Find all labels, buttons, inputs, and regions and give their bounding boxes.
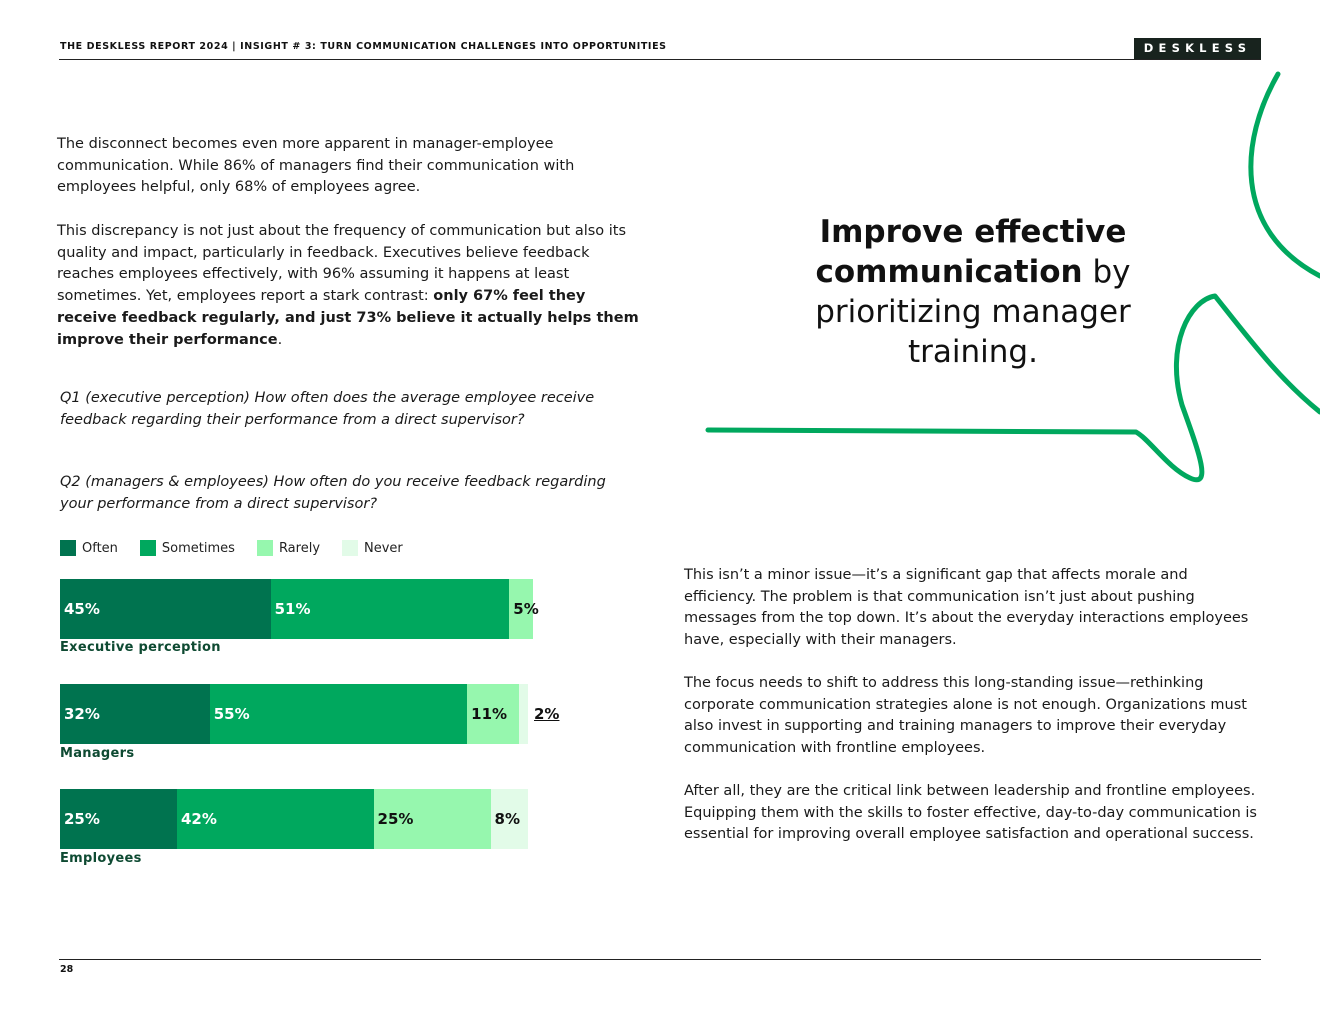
discrepancy-text: This discrepancy is not just about the f… — [57, 223, 627, 305]
bar-segment-never: 8% — [490, 789, 528, 849]
bar-value-label: 42% — [181, 810, 217, 828]
headline-bold-1: Improve effective — [819, 214, 1127, 250]
report-header-title: THE DESKLESS REPORT 2024 | INSIGHT # 3: … — [60, 41, 667, 52]
bar-value-label: 45% — [64, 600, 100, 618]
page-number: 28 — [60, 964, 74, 975]
legend-swatch — [342, 540, 359, 556]
bar-value-label: 32% — [64, 705, 100, 723]
bar-category-label: Managers — [60, 746, 135, 761]
bar-value-label: 55% — [213, 705, 250, 723]
legend-label: Never — [364, 540, 403, 556]
footer-divider — [59, 959, 1261, 960]
bar-segment-rarely: 5% — [509, 579, 539, 639]
bar-category-label: Executive perception — [60, 640, 221, 655]
bar-value-label: 5% — [513, 600, 539, 618]
deskless-logo: DESKLESS — [1134, 38, 1261, 59]
bar-value-label: 25% — [64, 810, 100, 828]
intro-paragraph: The disconnect becomes even more apparen… — [57, 136, 575, 196]
legend-swatch — [60, 540, 76, 556]
question-2: Q2 (managers & employees) How often do y… — [60, 474, 606, 512]
minor-issue-paragraph: This isn’t a minor issue—it’s a signific… — [684, 567, 1249, 649]
discrepancy-emphasis: only 67% feel they receive feedback regu… — [57, 288, 639, 348]
headline-text-3: training. — [908, 334, 1038, 370]
legend-label: Often — [82, 540, 118, 556]
bar-value-label: 25% — [377, 810, 414, 828]
bar-segment-rarely: 25% — [373, 789, 491, 849]
legend-item-rarely: Rarely — [256, 540, 321, 556]
bar-segment-often: 25% — [60, 789, 177, 849]
headline-bold-2: communication — [815, 254, 1083, 290]
discrepancy-paragraph: This discrepancy is not just about the f… — [57, 221, 647, 351]
critical-link-paragraph: After all, they are the critical link be… — [684, 783, 1257, 843]
legend-swatch — [256, 540, 273, 556]
bar-segment-never — [518, 684, 528, 744]
bar-segment-often: 32% — [60, 684, 210, 744]
bar-segment-sometimes: 51% — [270, 579, 510, 639]
bar-value-label: 8% — [494, 810, 520, 828]
question-1: Q1 (executive perception) How often does… — [60, 390, 595, 428]
discrepancy-end: . — [277, 331, 283, 348]
bar-value-label-outside: 2% — [534, 705, 560, 723]
bar-segment-often: 45% — [60, 579, 271, 639]
legend-item-often: Often — [60, 540, 118, 556]
bar-category-label: Employees — [60, 851, 142, 866]
bar-segment-rarely: 11% — [467, 684, 519, 744]
bar-segment-sometimes: 42% — [177, 789, 374, 849]
legend-swatch — [139, 540, 156, 556]
bar-value-label: 11% — [471, 705, 508, 723]
legend-label: Sometimes — [161, 540, 235, 556]
chart-legend: Often Sometimes Rarely Never — [60, 540, 425, 556]
bar-row-employees: 25% 42% 25% 8% — [60, 789, 528, 849]
legend-item-sometimes: Sometimes — [139, 540, 235, 556]
bar-row-executive-perception: 45% 51% 5% — [60, 579, 539, 639]
focus-shift-paragraph: The focus needs to shift to address this… — [684, 675, 1247, 757]
bar-value-label: 51% — [274, 600, 311, 618]
headline-text-1: by — [1082, 254, 1131, 290]
header-divider — [59, 59, 1261, 60]
callout-headline: Improve effective communication by prior… — [780, 212, 1166, 372]
bar-segment-sometimes: 55% — [209, 684, 468, 744]
headline-text-2: prioritizing manager — [815, 294, 1131, 330]
bar-row-managers: 32% 55% 11% — [60, 684, 528, 744]
legend-item-never: Never — [342, 540, 403, 556]
legend-label: Rarely — [278, 540, 321, 556]
